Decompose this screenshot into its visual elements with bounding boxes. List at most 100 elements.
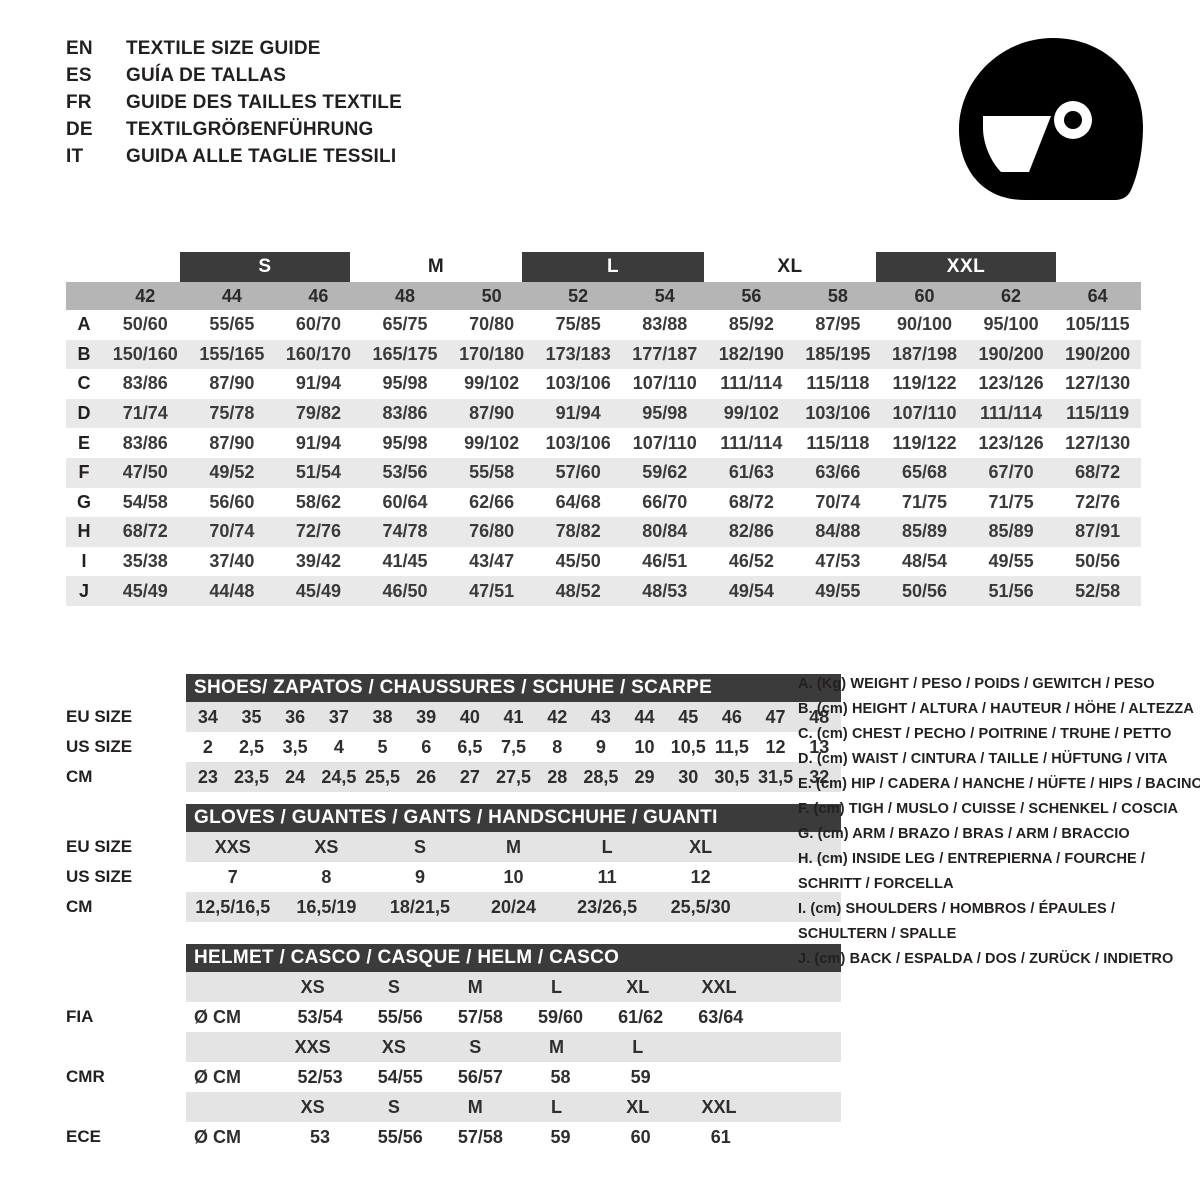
helmet-heading: HELMET / CASCO / CASQUE / HELM / CASCO — [186, 944, 841, 972]
cell-i-42: 35/38 — [122, 551, 168, 572]
helmet-fia-2: 57/58 — [457, 1006, 503, 1027]
legend-item-e: E. (cm) HIP / CADERA / HANCHE / HÜFTE / … — [798, 776, 1200, 792]
helmet-label-ece: ECE — [66, 1127, 101, 1146]
numeric-size-60: 60 — [914, 285, 935, 306]
cell-i-44: 37/40 — [209, 551, 255, 572]
shoes-eu-11: 45 — [678, 706, 699, 727]
cell-a-44: 55/65 — [209, 314, 255, 335]
cell-a-64: 105/115 — [1065, 314, 1130, 335]
table-row: A 50/60 55/65 60/70 65/75 70/80 75/85 83… — [66, 310, 1141, 340]
cell-b-50: 170/180 — [459, 343, 525, 364]
cell-f-50: 55/58 — [469, 462, 515, 483]
table-row: G 54/58 56/60 58/62 60/64 62/66 64/68 66… — [66, 488, 1141, 518]
shoes-us-11: 10,5 — [670, 736, 706, 757]
gloves-label-cm: CM — [66, 897, 93, 916]
cell-d-56: 99/102 — [723, 403, 779, 424]
shoes-eu-0: 34 — [197, 706, 218, 727]
row-key-e: E — [77, 432, 90, 453]
cell-c-50: 99/102 — [464, 373, 520, 394]
helmet-ece-head-4: XL — [626, 1096, 650, 1117]
row-key-g: G — [76, 491, 91, 512]
cell-i-56: 46/52 — [728, 551, 774, 572]
gloves-cm-0: 12,5/16,5 — [195, 896, 271, 917]
shoes-cm-13: 31,5 — [758, 766, 794, 787]
cell-c-42: 83/86 — [122, 373, 168, 394]
cell-e-52: 103/106 — [545, 432, 611, 453]
gloves-cm-4: 23/26,5 — [577, 896, 638, 917]
cell-j-44: 44/48 — [209, 580, 255, 601]
cell-d-48: 83/86 — [382, 403, 428, 424]
shoes-label-eu: EU SIZE — [66, 707, 133, 726]
gloves-us-3: 10 — [503, 866, 524, 887]
cell-j-50: 47/51 — [469, 580, 515, 601]
cell-b-64: 190/200 — [1065, 343, 1131, 364]
cell-i-60: 48/54 — [901, 551, 948, 572]
cell-a-48: 65/75 — [382, 314, 428, 335]
helmet-ece-2: 57/58 — [457, 1126, 503, 1147]
helmet-fia-head-5: XXL — [701, 976, 737, 997]
cell-f-46: 51/54 — [295, 462, 341, 483]
helmet-cmr-1: 54/55 — [377, 1066, 423, 1087]
gloves-table: GLOVES / GUANTES / GANTS / HANDSCHUHE / … — [66, 804, 841, 922]
shoes-us-13: 12 — [765, 736, 786, 757]
cell-j-54: 48/53 — [642, 580, 688, 601]
cell-i-48: 41/45 — [382, 551, 428, 572]
cell-f-42: 47/50 — [122, 462, 168, 483]
cell-h-56: 82/86 — [728, 521, 774, 542]
helmet-header-row-fia: XS S M L XL XXL — [66, 972, 841, 1002]
shoes-row-us: US SIZE 2 2,5 3,5 4 5 6 6,5 7,5 8 9 10 1… — [66, 732, 841, 762]
helmet-cmr-head-4: L — [632, 1036, 644, 1057]
gloves-cm-3: 20/24 — [491, 896, 537, 917]
cell-e-46: 91/94 — [295, 432, 341, 453]
shoes-us-12: 11,5 — [714, 736, 749, 757]
helmet-fia-5: 63/64 — [698, 1006, 744, 1027]
numeric-size-44: 44 — [221, 285, 242, 306]
row-key-j: J — [78, 580, 89, 601]
title-block: EN TEXTILE SIZE GUIDE ES GUÍA DE TALLAS … — [66, 38, 402, 173]
table-row: H 68/72 70/74 72/76 74/78 76/80 78/82 80… — [66, 517, 1141, 547]
cell-d-52: 91/94 — [555, 403, 601, 424]
cell-g-60: 71/75 — [901, 491, 948, 512]
helmet-fia-unit: Ø CM — [194, 1006, 241, 1027]
title-text-es: GUÍA DE TALLAS — [126, 65, 287, 86]
helmet-ece-5: 61 — [710, 1126, 731, 1147]
cell-e-64: 127/130 — [1065, 432, 1131, 453]
cell-h-48: 74/78 — [382, 521, 428, 542]
gloves-cm-2: 18/21,5 — [389, 896, 450, 917]
size-band-xxl: XXL — [876, 252, 1056, 282]
cell-b-48: 165/175 — [372, 343, 438, 364]
row-key-f: F — [78, 462, 90, 483]
gloves-us-2: 9 — [414, 866, 425, 887]
helmet-fia-4: 61/62 — [618, 1006, 664, 1027]
cell-e-44: 87/90 — [209, 432, 255, 453]
shoes-label-us: US SIZE — [66, 737, 133, 756]
cell-j-60: 50/56 — [901, 580, 948, 601]
row-key-h: H — [77, 521, 91, 542]
shoes-cm-2: 24 — [285, 766, 306, 787]
cell-c-60: 119/122 — [892, 373, 957, 394]
shoes-cm-4: 25,5 — [365, 766, 401, 787]
shoes-table: SHOES/ ZAPATOS / CHAUSSURES / SCHUHE / S… — [66, 674, 841, 792]
shoes-eu-14: 48 — [809, 706, 830, 727]
cell-h-64: 87/91 — [1075, 521, 1121, 542]
cell-e-58: 115/118 — [806, 432, 870, 453]
shoes-cm-12: 30,5 — [714, 766, 750, 787]
cell-b-54: 177/187 — [632, 343, 698, 364]
helmet-fia-head-2: M — [467, 976, 483, 997]
cell-g-64: 72/76 — [1075, 491, 1121, 512]
cell-e-60: 119/122 — [892, 432, 957, 453]
shoes-eu-9: 43 — [590, 706, 611, 727]
helmet-label-cmr: CMR — [66, 1067, 105, 1086]
cell-h-52: 78/82 — [555, 521, 601, 542]
gloves-us-1: 8 — [321, 866, 332, 887]
cell-i-46: 39/42 — [295, 551, 341, 572]
title-row-de: DE TEXTILGRÖẞENFÜHRUNG — [66, 119, 402, 146]
row-key-c: C — [77, 373, 91, 394]
gloves-eu-3: M — [506, 836, 522, 857]
cell-i-64: 50/56 — [1075, 551, 1121, 572]
cell-c-46: 91/94 — [295, 373, 341, 394]
shoes-eu-5: 39 — [416, 706, 437, 727]
legend-item-j: J. (cm) BACK / ESPALDA / DOS / ZURÜCK / … — [798, 951, 1174, 967]
table-row: B 150/160 155/165 160/170 165/175 170/18… — [66, 339, 1141, 370]
cell-b-56: 182/190 — [718, 343, 784, 364]
